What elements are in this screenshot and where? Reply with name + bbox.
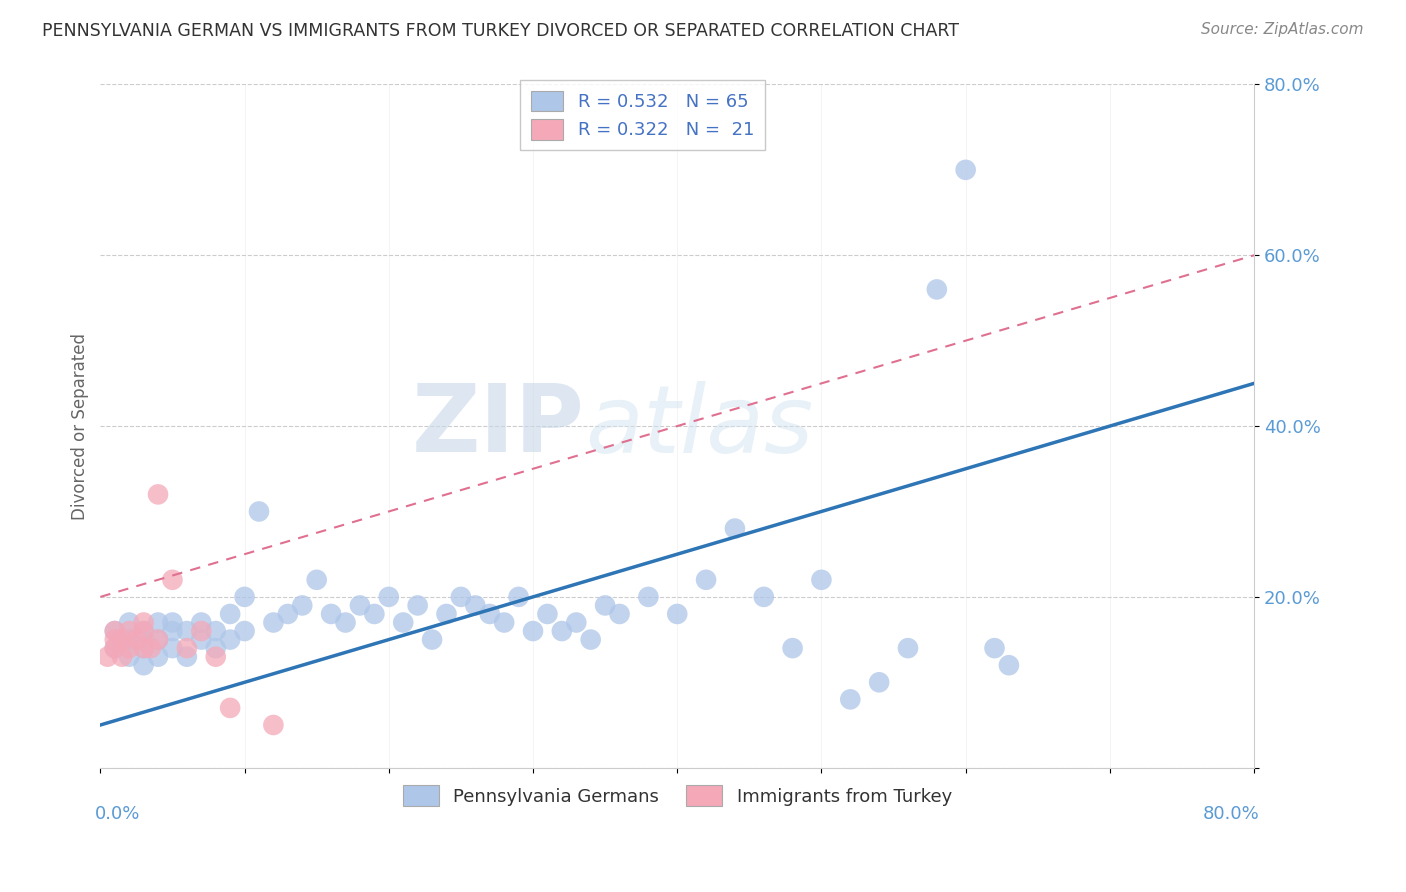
Point bbox=[782, 641, 804, 656]
Point bbox=[132, 624, 155, 638]
Point bbox=[247, 504, 270, 518]
Point bbox=[104, 641, 127, 656]
Point bbox=[139, 641, 162, 656]
Point bbox=[406, 599, 429, 613]
Point bbox=[132, 615, 155, 630]
Point bbox=[436, 607, 458, 621]
Point bbox=[132, 624, 155, 638]
Point bbox=[132, 658, 155, 673]
Point bbox=[593, 599, 616, 613]
Point bbox=[392, 615, 415, 630]
Legend: Pennsylvania Germans, Immigrants from Turkey: Pennsylvania Germans, Immigrants from Tu… bbox=[395, 778, 959, 814]
Point bbox=[204, 649, 226, 664]
Text: ZIP: ZIP bbox=[412, 380, 585, 472]
Point bbox=[104, 624, 127, 638]
Point bbox=[335, 615, 357, 630]
Point bbox=[204, 624, 226, 638]
Point bbox=[132, 641, 155, 656]
Point bbox=[565, 615, 588, 630]
Point bbox=[162, 624, 184, 638]
Point bbox=[146, 632, 169, 647]
Point bbox=[522, 624, 544, 638]
Point bbox=[162, 573, 184, 587]
Point bbox=[146, 632, 169, 647]
Text: PENNSYLVANIA GERMAN VS IMMIGRANTS FROM TURKEY DIVORCED OR SEPARATED CORRELATION : PENNSYLVANIA GERMAN VS IMMIGRANTS FROM T… bbox=[42, 22, 959, 40]
Point bbox=[132, 632, 155, 647]
Point bbox=[176, 641, 198, 656]
Point bbox=[363, 607, 385, 621]
Text: 80.0%: 80.0% bbox=[1204, 805, 1260, 823]
Text: atlas: atlas bbox=[585, 381, 813, 472]
Point bbox=[450, 590, 472, 604]
Point bbox=[305, 573, 328, 587]
Point bbox=[998, 658, 1021, 673]
Point bbox=[190, 615, 212, 630]
Point bbox=[291, 599, 314, 613]
Point bbox=[536, 607, 558, 621]
Point bbox=[983, 641, 1005, 656]
Point bbox=[233, 590, 256, 604]
Point bbox=[118, 615, 141, 630]
Point bbox=[176, 624, 198, 638]
Point bbox=[132, 641, 155, 656]
Point bbox=[478, 607, 501, 621]
Point bbox=[349, 599, 371, 613]
Point bbox=[176, 649, 198, 664]
Point bbox=[146, 615, 169, 630]
Point bbox=[277, 607, 299, 621]
Point bbox=[464, 599, 486, 613]
Point bbox=[219, 632, 242, 647]
Point bbox=[508, 590, 530, 604]
Point bbox=[551, 624, 574, 638]
Point bbox=[204, 641, 226, 656]
Point bbox=[162, 615, 184, 630]
Point bbox=[146, 649, 169, 664]
Point bbox=[752, 590, 775, 604]
Point bbox=[609, 607, 631, 621]
Point bbox=[695, 573, 717, 587]
Point bbox=[810, 573, 832, 587]
Point bbox=[666, 607, 689, 621]
Point bbox=[219, 701, 242, 715]
Point bbox=[125, 632, 148, 647]
Point bbox=[146, 487, 169, 501]
Point bbox=[868, 675, 890, 690]
Point bbox=[111, 632, 134, 647]
Point bbox=[724, 522, 747, 536]
Point bbox=[925, 282, 948, 296]
Point bbox=[162, 641, 184, 656]
Point bbox=[111, 649, 134, 664]
Point bbox=[190, 624, 212, 638]
Point bbox=[104, 632, 127, 647]
Y-axis label: Divorced or Separated: Divorced or Separated bbox=[72, 333, 89, 519]
Point bbox=[839, 692, 862, 706]
Text: 0.0%: 0.0% bbox=[94, 805, 141, 823]
Point bbox=[955, 162, 977, 177]
Point bbox=[579, 632, 602, 647]
Point bbox=[104, 624, 127, 638]
Point bbox=[233, 624, 256, 638]
Point bbox=[494, 615, 516, 630]
Point bbox=[637, 590, 659, 604]
Point bbox=[104, 641, 127, 656]
Point bbox=[897, 641, 920, 656]
Point bbox=[190, 632, 212, 647]
Point bbox=[262, 718, 284, 732]
Point bbox=[262, 615, 284, 630]
Point bbox=[219, 607, 242, 621]
Point bbox=[118, 649, 141, 664]
Point bbox=[118, 632, 141, 647]
Text: Source: ZipAtlas.com: Source: ZipAtlas.com bbox=[1201, 22, 1364, 37]
Point bbox=[118, 624, 141, 638]
Point bbox=[118, 641, 141, 656]
Point bbox=[319, 607, 342, 621]
Point bbox=[420, 632, 443, 647]
Point bbox=[378, 590, 401, 604]
Point bbox=[97, 649, 120, 664]
